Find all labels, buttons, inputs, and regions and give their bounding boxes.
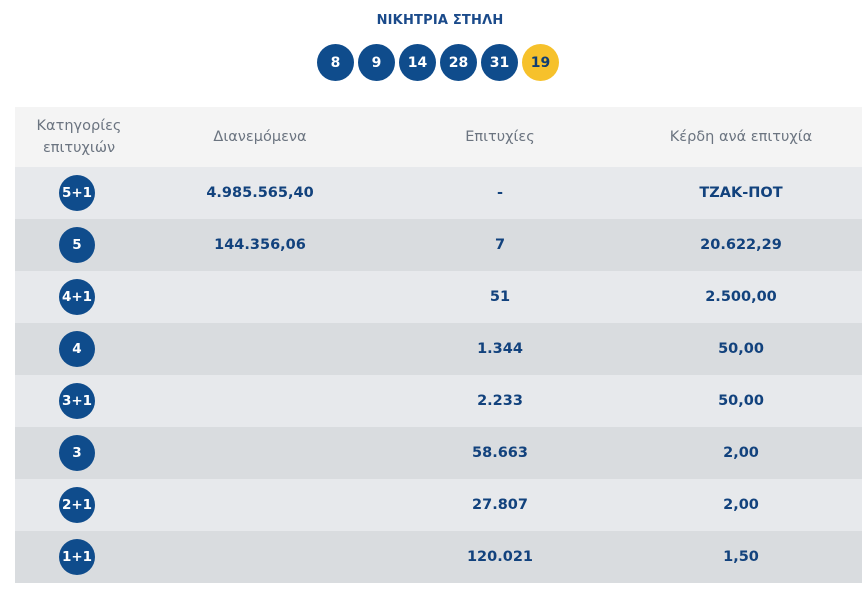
winners-cell: 7: [494, 237, 506, 253]
table-row: 4+1 51 2.500,00: [15, 271, 862, 323]
category-badge: 3+1: [59, 383, 95, 419]
prize-cell: 1,50: [723, 549, 759, 565]
category-badge: 3: [59, 435, 95, 471]
number-ball: 9: [358, 44, 395, 81]
number-ball: 28: [440, 44, 477, 81]
winners-cell: -: [496, 185, 504, 201]
prize-cell: 50,00: [718, 341, 764, 357]
category-badge: 5+1: [59, 175, 95, 211]
winners-cell: 58.663: [472, 445, 528, 461]
category-badge: 4+1: [59, 279, 95, 315]
category-badge: 2+1: [59, 487, 95, 523]
table-row: 5+1 4.985.565,40 - ΤΖΑΚ-ΠΟΤ: [15, 167, 862, 219]
table-row: 5 144.356,06 7 20.622,29: [15, 219, 862, 271]
winning-column-title: ΝΙΚΗΤΡΙΑ ΣΤΗΛΗ: [376, 13, 504, 28]
winners-cell: 51: [489, 289, 511, 305]
category-badge: 5: [59, 227, 95, 263]
table-row: 4 1.344 50,00: [15, 323, 862, 375]
number-ball: 31: [481, 44, 518, 81]
column-header-distributed: Διανεμόμενα: [213, 129, 307, 145]
prize-cell: 50,00: [718, 393, 764, 409]
prize-table: Κατηγορίες επιτυχιών Διανεμόμενα Επιτυχί…: [15, 107, 862, 583]
table-row: 3+1 2.233 50,00: [15, 375, 862, 427]
table-row: 1+1 120.021 1,50: [15, 531, 862, 583]
table-row: 2+1 27.807 2,00: [15, 479, 862, 531]
category-badge: 4: [59, 331, 95, 367]
joker-ball: 19: [522, 44, 559, 81]
number-ball: 14: [399, 44, 436, 81]
winners-cell: 1.344: [477, 341, 523, 357]
winners-cell: 2.233: [477, 393, 523, 409]
winning-numbers: 8 9 14 28 31 19: [0, 44, 864, 81]
prize-cell: 2,00: [723, 497, 759, 513]
prize-cell: 20.622,29: [700, 237, 782, 253]
prize-cell: 2,00: [723, 445, 759, 461]
column-header-category: Κατηγορίες επιτυχιών: [36, 118, 122, 156]
table-header: Κατηγορίες επιτυχιών Διανεμόμενα Επιτυχί…: [15, 107, 862, 167]
table-row: 3 58.663 2,00: [15, 427, 862, 479]
category-badge: 1+1: [59, 539, 95, 575]
prize-cell: 2.500,00: [705, 289, 777, 305]
distributed-cell: 4.985.565,40: [206, 185, 314, 201]
winners-cell: 120.021: [466, 549, 534, 565]
number-ball: 8: [317, 44, 354, 81]
prize-cell: ΤΖΑΚ-ΠΟΤ: [699, 185, 783, 201]
distributed-cell: 144.356,06: [214, 237, 306, 253]
column-header-winners: Επιτυχίες: [465, 129, 535, 145]
winners-cell: 27.807: [472, 497, 528, 513]
column-header-prize: Κέρδη ανά επιτυχία: [669, 129, 813, 145]
